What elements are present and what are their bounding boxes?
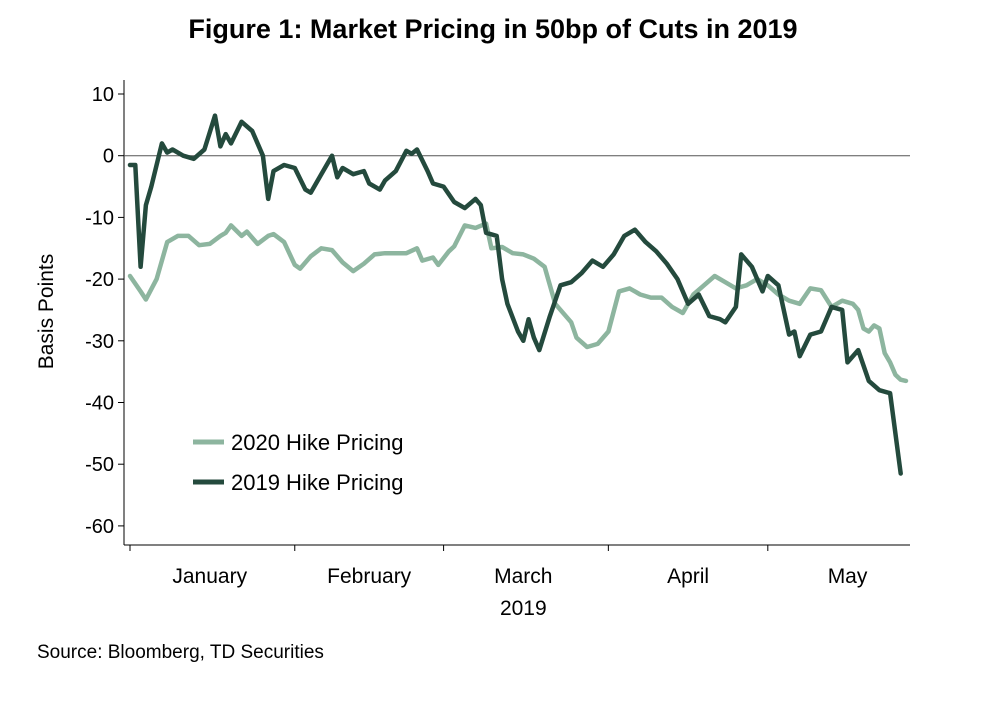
- series-layer: [127, 113, 909, 476]
- y-tick-label: -50: [85, 454, 114, 476]
- y-tick-label: 10: [92, 84, 114, 106]
- source-note: Source: Bloomberg, TD Securities: [37, 642, 324, 663]
- x-tick-label: May: [828, 565, 868, 588]
- axes: 10 0 -10 -20 -30 -40 -50 -60 January February Marc…: [35, 80, 910, 620]
- legend-label-2: 2019 Hike Pricing: [231, 470, 403, 495]
- y-tick-label: -20: [85, 269, 114, 291]
- y-axis-label: Basis Points: [35, 254, 58, 370]
- series-line-1: [127, 221, 909, 384]
- chart-title: Figure 1: Market Pricing in 50bp of Cuts…: [188, 14, 798, 44]
- series-line-2: [127, 113, 903, 476]
- y-tick-label: -30: [85, 331, 114, 353]
- y-tick-label: 0: [103, 146, 114, 168]
- y-tick-label: -40: [85, 393, 114, 415]
- y-tick-label: -10: [85, 207, 114, 229]
- legend: 2020 Hike Pricing 2019 Hike Pricing: [193, 430, 403, 495]
- x-tick-label: January: [172, 565, 247, 588]
- legend-label-1: 2020 Hike Pricing: [231, 430, 403, 455]
- x-tick-label: March: [494, 565, 552, 588]
- x-tick-label: February: [327, 565, 412, 588]
- x-tick-label: April: [667, 565, 709, 588]
- y-tick-label: -60: [85, 516, 114, 538]
- x-axis-label: 2019: [500, 597, 547, 620]
